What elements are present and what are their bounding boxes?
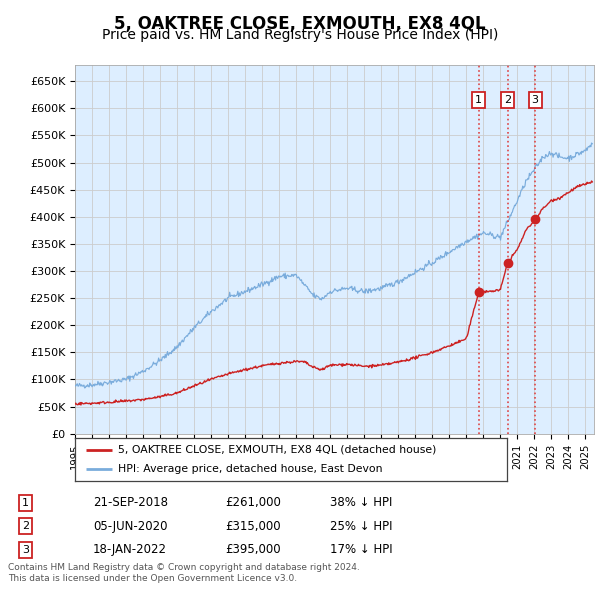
Text: This data is licensed under the Open Government Licence v3.0.: This data is licensed under the Open Gov… (8, 574, 297, 583)
Text: 2: 2 (504, 95, 511, 105)
Text: £315,000: £315,000 (225, 520, 281, 533)
Text: 1: 1 (475, 95, 482, 105)
Text: Contains HM Land Registry data © Crown copyright and database right 2024.: Contains HM Land Registry data © Crown c… (8, 563, 359, 572)
Text: 3: 3 (532, 95, 539, 105)
Text: £261,000: £261,000 (225, 496, 281, 509)
Text: 21-SEP-2018: 21-SEP-2018 (93, 496, 168, 509)
Text: 2: 2 (22, 522, 29, 531)
Text: 25% ↓ HPI: 25% ↓ HPI (330, 520, 392, 533)
Text: 5, OAKTREE CLOSE, EXMOUTH, EX8 4QL (detached house): 5, OAKTREE CLOSE, EXMOUTH, EX8 4QL (deta… (118, 445, 437, 455)
Text: 05-JUN-2020: 05-JUN-2020 (93, 520, 167, 533)
Text: HPI: Average price, detached house, East Devon: HPI: Average price, detached house, East… (118, 464, 383, 474)
Text: £395,000: £395,000 (225, 543, 281, 556)
Text: 38% ↓ HPI: 38% ↓ HPI (330, 496, 392, 509)
Text: 3: 3 (22, 545, 29, 555)
Text: 5, OAKTREE CLOSE, EXMOUTH, EX8 4QL: 5, OAKTREE CLOSE, EXMOUTH, EX8 4QL (114, 15, 486, 33)
Text: 17% ↓ HPI: 17% ↓ HPI (330, 543, 392, 556)
Text: 1: 1 (22, 498, 29, 507)
Text: Price paid vs. HM Land Registry's House Price Index (HPI): Price paid vs. HM Land Registry's House … (102, 28, 498, 42)
Text: 18-JAN-2022: 18-JAN-2022 (93, 543, 167, 556)
